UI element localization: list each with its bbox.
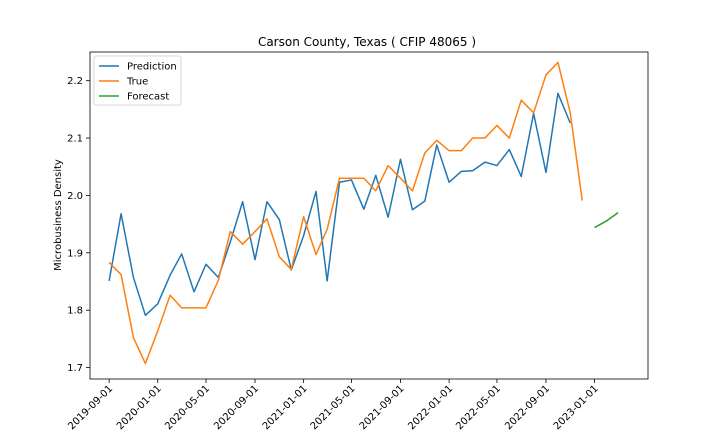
y-tick-label: 2.2 xyxy=(67,76,83,87)
series-line-forecast xyxy=(594,212,619,229)
y-tick-label: 1.9 xyxy=(67,248,83,259)
legend-box xyxy=(93,55,182,106)
y-tick-label: 1.8 xyxy=(67,306,83,317)
x-tick-label: 2021-01-01 xyxy=(261,383,310,432)
x-tick-label: 2021-05-01 xyxy=(309,383,358,432)
series-line-true xyxy=(108,61,583,365)
legend-label-prediction: Prediction xyxy=(127,62,177,73)
y-tick-label: 2.0 xyxy=(67,191,83,202)
chart-title: Carson County, Texas ( CFIP 48065 ) xyxy=(258,35,476,49)
x-tick-label: 2021-09-01 xyxy=(358,383,407,432)
x-tick-label: 2022-01-01 xyxy=(406,383,455,432)
x-tick-label: 2020-05-01 xyxy=(163,383,212,432)
x-tick-label: 2019-09-01 xyxy=(66,383,115,432)
series-layer xyxy=(108,61,619,365)
plot-frame xyxy=(89,51,649,380)
y-axis-label: Microbusiness Density xyxy=(53,159,64,271)
y-tick-label: 2.1 xyxy=(67,134,83,145)
legend: Prediction True Forecast xyxy=(93,55,182,106)
x-tick-label: 2023-01-01 xyxy=(552,383,601,432)
x-tick-label: 2020-09-01 xyxy=(212,383,261,432)
legend-label-forecast: Forecast xyxy=(127,92,169,103)
legend-label-true: True xyxy=(126,77,148,88)
series-line-prediction xyxy=(108,92,571,317)
x-tick-label: 2022-09-01 xyxy=(503,383,552,432)
y-tick-label: 1.7 xyxy=(67,363,83,374)
x-tick-label: 2020-01-01 xyxy=(115,383,164,432)
x-tick-label: 2022-05-01 xyxy=(454,383,503,432)
